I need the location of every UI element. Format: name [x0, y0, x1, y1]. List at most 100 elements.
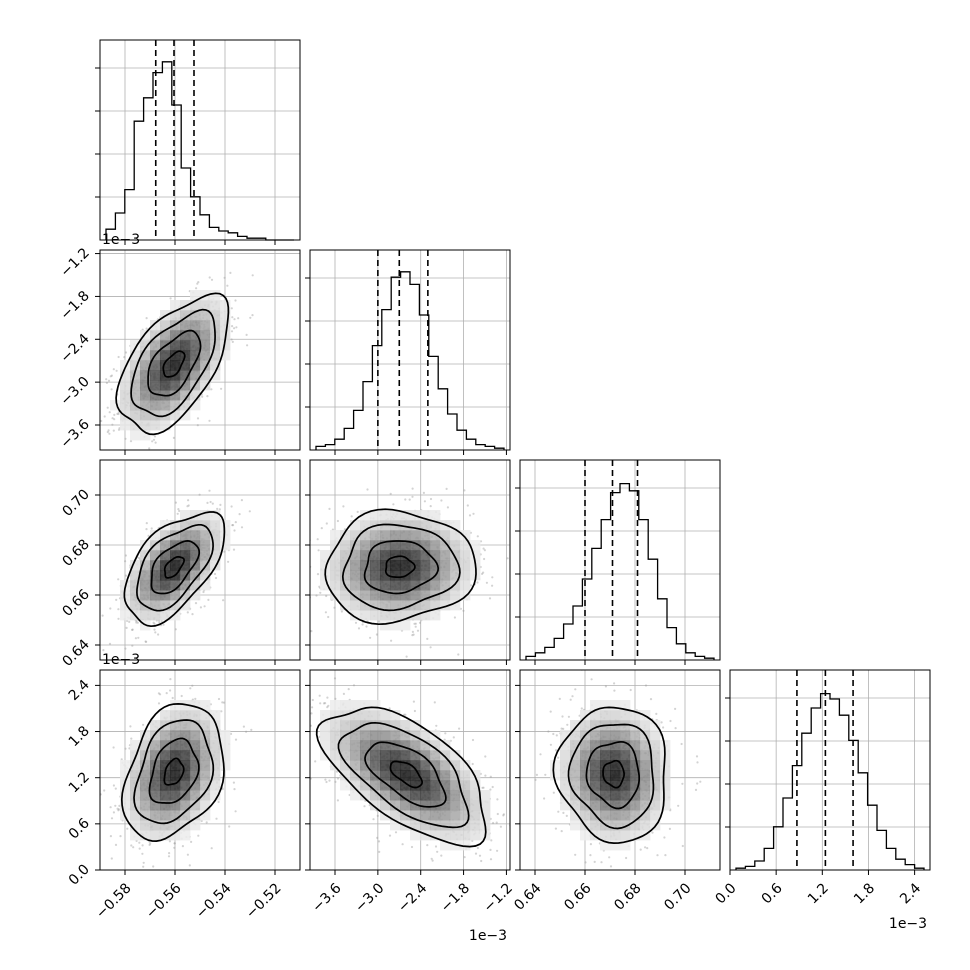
density-cell	[350, 540, 361, 551]
scatter-point	[129, 725, 132, 728]
density-cell	[420, 550, 431, 561]
hist-panel-2	[515, 459, 721, 665]
scatter-point	[181, 845, 184, 848]
density-cell	[360, 510, 371, 521]
scatter-point	[248, 510, 251, 513]
scatter-point	[114, 804, 117, 807]
density-cell	[160, 590, 171, 601]
scatter-point	[152, 865, 155, 868]
density-cell	[180, 340, 191, 351]
density-cell	[140, 410, 151, 421]
density-cell	[370, 590, 381, 601]
density-cell	[140, 570, 151, 581]
scatter-point	[134, 637, 137, 640]
scatter-point	[112, 811, 115, 814]
scatter-point	[230, 505, 233, 508]
density-cells	[120, 700, 231, 841]
scatter-point	[214, 576, 218, 580]
density-cell	[170, 580, 181, 591]
density-cell	[160, 320, 171, 331]
scatter-point	[209, 500, 212, 504]
scatter-point	[126, 451, 128, 453]
density-cell	[180, 330, 191, 341]
density-cell	[410, 530, 421, 541]
scatter-point	[114, 787, 117, 790]
scatter-point	[231, 325, 234, 328]
scatter-point	[67, 422, 69, 424]
density-cell	[150, 360, 161, 371]
density-cell	[320, 560, 331, 571]
density-cell	[340, 540, 351, 551]
scatter-point	[105, 381, 108, 384]
scatter-point	[194, 602, 198, 605]
density-cell	[400, 550, 411, 561]
scatter-point	[173, 842, 176, 845]
density-cell	[340, 550, 351, 561]
density-cell	[450, 550, 461, 561]
scatter-point	[251, 274, 254, 277]
scatter-point	[117, 617, 120, 620]
density-cell	[330, 570, 341, 581]
density-cell	[170, 310, 181, 321]
density-cell	[170, 330, 181, 341]
scatter-point	[318, 585, 321, 588]
scatter-point	[169, 678, 172, 681]
scatter-point	[411, 630, 414, 634]
contour-level-2	[136, 523, 214, 612]
density-cell	[200, 310, 211, 321]
density-cell	[210, 530, 221, 541]
axes-frame	[519, 459, 721, 661]
density-cell	[190, 550, 201, 561]
scatter-point	[200, 819, 203, 823]
density-cell	[180, 390, 191, 401]
density-cell	[420, 530, 431, 541]
scatter-point	[210, 388, 213, 391]
density-cell	[150, 390, 161, 401]
scatter-point	[196, 417, 200, 420]
density-cell	[120, 780, 131, 791]
scatter-point	[233, 327, 236, 330]
density-cell	[420, 580, 431, 591]
scatter-point	[202, 590, 205, 594]
density-cell	[150, 570, 161, 581]
scatter-point	[108, 411, 111, 414]
density-cell	[170, 550, 181, 561]
scatter-point	[196, 424, 199, 427]
density-cell	[170, 350, 181, 361]
scatter-point	[316, 538, 319, 541]
scatter-point	[208, 276, 211, 279]
scatter-point	[124, 554, 127, 557]
density-cell	[150, 810, 161, 821]
density-cell	[150, 330, 161, 341]
scatter-point	[116, 807, 119, 810]
scatter-point	[466, 504, 469, 507]
density-cell	[160, 760, 171, 771]
density-cell	[140, 540, 151, 551]
density-cell	[160, 610, 171, 621]
density-cell	[390, 600, 401, 611]
density-cell	[460, 560, 471, 571]
density-cell	[360, 540, 371, 551]
scatter-point	[317, 549, 320, 552]
scatter-point	[356, 510, 359, 513]
density-cell	[180, 540, 191, 551]
density-cell	[190, 390, 201, 401]
density-cell	[140, 550, 151, 561]
density-cell	[110, 400, 121, 411]
scatter-point	[174, 628, 177, 631]
scatter-point	[190, 840, 193, 844]
density-cell	[420, 510, 431, 521]
density-cell	[420, 600, 431, 611]
density-cell	[150, 740, 161, 751]
density-cell	[440, 570, 451, 581]
density-cell	[380, 570, 391, 581]
density-cell	[120, 800, 131, 811]
density-cell	[200, 340, 211, 351]
density-cell	[150, 370, 161, 381]
scatter-point	[229, 732, 233, 736]
density-cell	[350, 570, 361, 581]
density-cell	[160, 530, 171, 541]
density-cell	[130, 580, 141, 591]
density-cell	[130, 830, 141, 841]
density-cell	[140, 820, 151, 831]
